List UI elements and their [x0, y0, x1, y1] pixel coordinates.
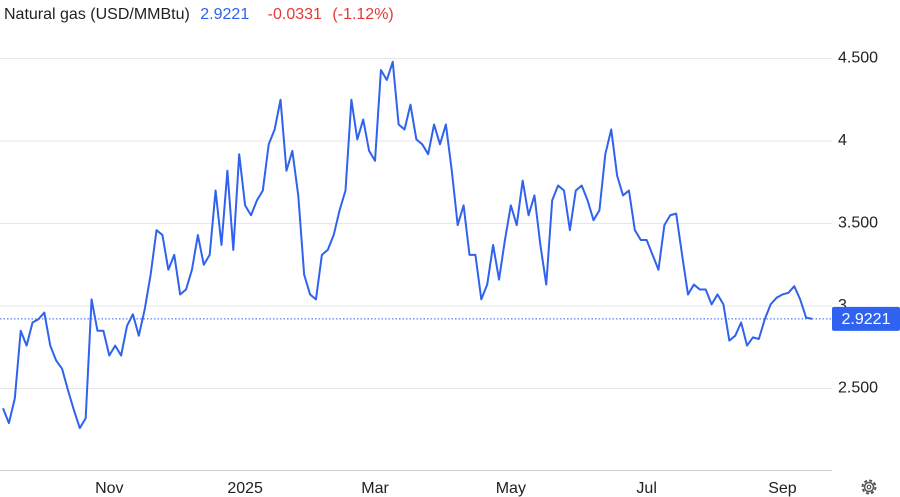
x-tick-label: May	[496, 480, 526, 497]
y-tick-label: 3.500	[838, 215, 878, 232]
gear-hole	[866, 484, 872, 490]
price: 2.9221	[200, 6, 249, 23]
price-badge	[832, 306, 900, 331]
y-tick-label: 4	[838, 132, 847, 149]
x-tick-label: Sep	[768, 480, 797, 497]
y-tick-label: 4.500	[838, 50, 878, 67]
gear-body	[863, 481, 875, 493]
x-tick-label: 2025	[227, 480, 263, 497]
x-tick-label: Jul	[636, 480, 656, 497]
chart-title: Natural gas (USD/MMBtu)	[4, 6, 190, 23]
header: Natural gas (USD/MMBtu) 2.9221 -0.0331 (…	[4, 6, 394, 23]
y-tick-label: 2.500	[838, 380, 878, 397]
grid	[0, 58, 832, 389]
settings-icon[interactable]	[861, 479, 877, 495]
change-percent: (-1.12%)	[332, 6, 393, 23]
x-tick-label: Nov	[95, 480, 123, 497]
y-axis: 2.500 3 3.500 4 4.500	[838, 50, 878, 397]
x-tick-label: Mar	[361, 480, 389, 497]
price-badge-label: 2.9221	[842, 311, 891, 328]
change: -0.0331	[268, 6, 322, 23]
price-line	[2, 60, 813, 430]
y-tick-label: 3	[838, 297, 847, 314]
gear-teeth	[861, 479, 877, 495]
